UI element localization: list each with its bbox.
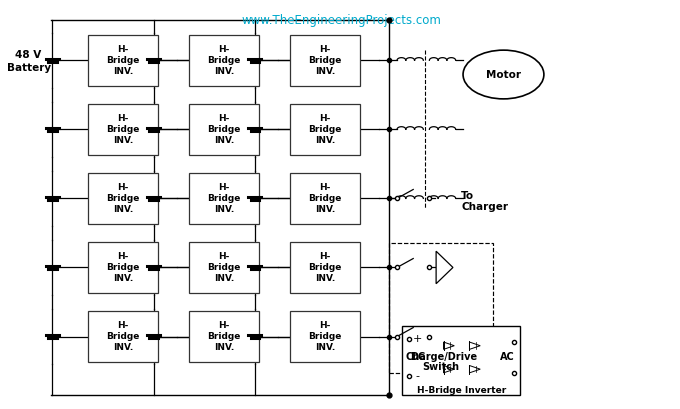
Text: Bridge: Bridge: [308, 263, 341, 272]
Bar: [290, 242, 360, 293]
Text: Bridge: Bridge: [207, 332, 241, 341]
Text: H-: H-: [320, 321, 330, 330]
Text: H-: H-: [320, 183, 330, 192]
Text: Bridge: Bridge: [106, 332, 139, 341]
Text: H-: H-: [117, 183, 129, 192]
Bar: [88, 104, 158, 155]
Text: H-: H-: [218, 183, 230, 192]
Text: H-: H-: [218, 45, 230, 54]
Text: H-: H-: [117, 45, 129, 54]
Bar: [188, 35, 259, 85]
Bar: [188, 104, 259, 155]
Text: INV.: INV.: [113, 343, 133, 352]
Text: AC: AC: [500, 353, 514, 362]
Text: Bridge: Bridge: [308, 332, 341, 341]
Text: INV.: INV.: [113, 205, 133, 214]
Text: To: To: [461, 191, 474, 201]
Text: Switch: Switch: [423, 362, 460, 372]
Text: DC: DC: [409, 353, 425, 362]
Text: INV.: INV.: [214, 136, 234, 145]
Text: Bridge: Bridge: [106, 125, 139, 134]
Text: Bridge: Bridge: [106, 56, 139, 65]
Text: Bridge: Bridge: [207, 194, 241, 203]
Text: H-: H-: [320, 252, 330, 261]
Bar: [389, 243, 494, 373]
Bar: [290, 173, 360, 224]
Text: INV.: INV.: [113, 274, 133, 283]
Text: INV.: INV.: [315, 343, 335, 352]
Bar: [188, 173, 259, 224]
Polygon shape: [436, 251, 453, 284]
Bar: [188, 242, 259, 293]
Text: H-: H-: [117, 114, 129, 123]
Text: H-: H-: [117, 321, 129, 330]
Text: Bridge: Bridge: [308, 125, 341, 134]
Text: Bridge: Bridge: [207, 263, 241, 272]
Circle shape: [463, 50, 544, 99]
Text: Bridge: Bridge: [106, 194, 139, 203]
Text: INV.: INV.: [113, 67, 133, 76]
Text: Bridge: Bridge: [106, 263, 139, 272]
Text: INV.: INV.: [214, 343, 234, 352]
Text: Charger: Charger: [461, 202, 508, 212]
Text: INV.: INV.: [315, 67, 335, 76]
Bar: [403, 326, 520, 396]
Bar: [88, 173, 158, 224]
Text: H-: H-: [218, 321, 230, 330]
Text: INV.: INV.: [315, 274, 335, 283]
Bar: [290, 104, 360, 155]
Text: INV.: INV.: [214, 274, 234, 283]
Text: H-: H-: [218, 114, 230, 123]
Text: Bridge: Bridge: [207, 56, 241, 65]
Text: H-: H-: [218, 252, 230, 261]
Text: Bridge: Bridge: [308, 194, 341, 203]
Bar: [188, 311, 259, 362]
Text: www.TheEngineeringProjects.com: www.TheEngineeringProjects.com: [242, 13, 442, 27]
Text: H-: H-: [320, 114, 330, 123]
Text: -: -: [415, 371, 420, 381]
Bar: [88, 242, 158, 293]
Text: +: +: [413, 334, 422, 344]
Bar: [88, 35, 158, 85]
Text: INV.: INV.: [113, 136, 133, 145]
Text: Bridge: Bridge: [308, 56, 341, 65]
Text: INV.: INV.: [315, 205, 335, 214]
Text: Charge/Drive: Charge/Drive: [405, 352, 477, 362]
Text: Battery: Battery: [7, 63, 50, 73]
Text: Motor: Motor: [486, 70, 521, 79]
Bar: [290, 35, 360, 85]
Text: INV.: INV.: [315, 136, 335, 145]
Text: H-: H-: [320, 45, 330, 54]
Text: H-: H-: [117, 252, 129, 261]
Text: H-Bridge Inverter: H-Bridge Inverter: [417, 386, 506, 395]
Text: INV.: INV.: [214, 205, 234, 214]
Text: INV.: INV.: [214, 67, 234, 76]
Bar: [88, 311, 158, 362]
Bar: [290, 311, 360, 362]
Text: Bridge: Bridge: [207, 125, 241, 134]
Text: 48 V: 48 V: [16, 50, 41, 61]
